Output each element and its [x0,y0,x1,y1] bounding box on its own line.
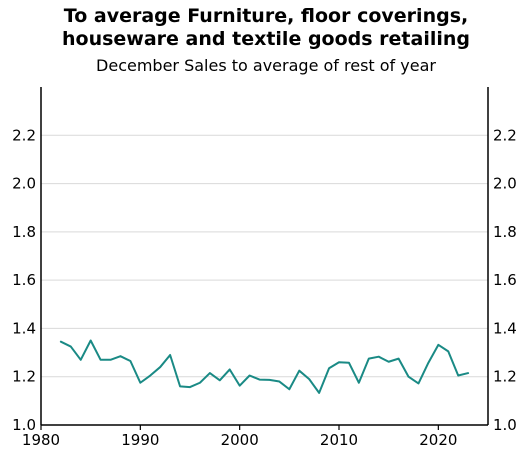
chart-title-line-1: To average Furniture, floor coverings, [64,5,468,27]
x-tick-label-3: 2010 [320,431,358,449]
y-tick-label-right-1: 1.2 [493,368,517,386]
y-tick-label-right-3: 1.6 [493,271,517,289]
x-tick-label-4: 2020 [419,431,457,449]
chart-title-line-2: houseware and textile goods retailing [62,28,470,50]
y-tick-label-left-2: 1.4 [12,319,36,337]
y-tick-label-left-0: 1.0 [12,416,36,434]
x-tick-label-2: 2000 [221,431,259,449]
y-tick-label-left-1: 1.2 [12,368,36,386]
y-tick-label-right-0: 1.0 [493,416,517,434]
x-tick-label-1: 1990 [121,431,159,449]
tick-layer: 1.0 1.0 1.2 1.2 1.4 1.4 1.6 1.6 1.8 1.8 2.0 2.0 2.2 2… [12,126,517,449]
y-tick-label-right-6: 2.2 [493,126,517,144]
chart-subtitle: December Sales to average of rest of yea… [96,56,436,75]
y-tick-label-right-4: 1.8 [493,223,517,241]
series-layer [59,339,470,394]
y-tick-label-right-2: 1.4 [493,319,517,337]
y-tick-label-left-5: 2.0 [12,175,36,193]
grid-layer [41,134,488,378]
y-tick-label-left-4: 1.8 [12,223,36,241]
y-tick-label-left-6: 2.2 [12,126,36,144]
y-tick-label-right-5: 2.0 [493,175,517,193]
x-tick-label-0: 1980 [22,431,60,449]
series-line-0 [59,339,470,394]
y-tick-label-left-3: 1.6 [12,271,36,289]
axis-layer [40,87,489,426]
